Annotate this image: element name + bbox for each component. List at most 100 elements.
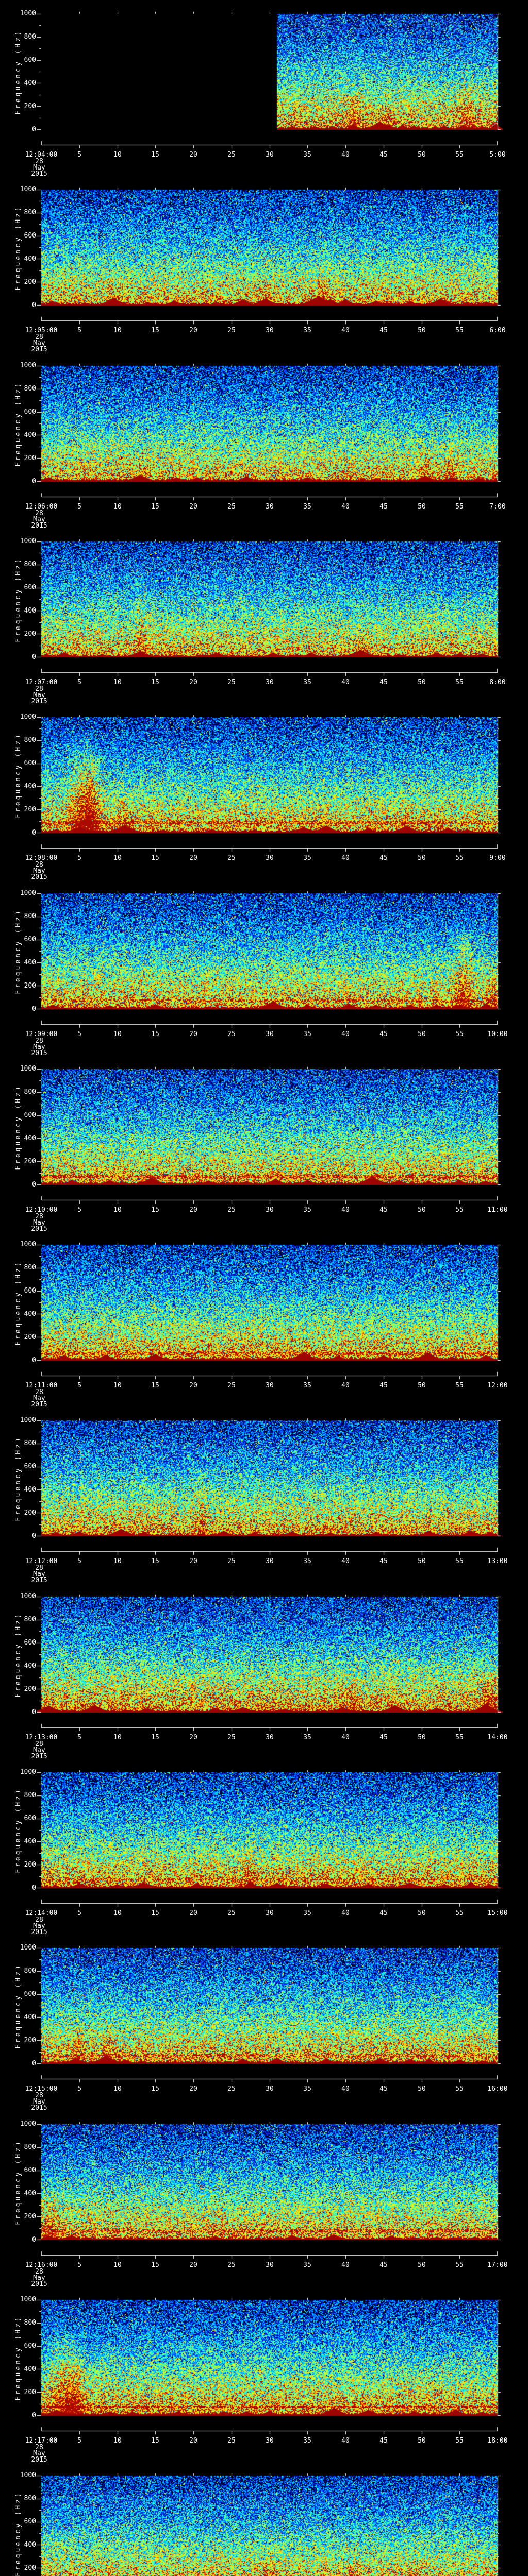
x-end-time-label: 14:00 bbox=[487, 1734, 508, 1741]
x-tick-label: 45 bbox=[380, 2085, 388, 2093]
y-tick-label: 800 bbox=[24, 33, 36, 41]
spectrogram-canvas-12:04:00 bbox=[37, 11, 503, 151]
y-tick-label: 400 bbox=[24, 1486, 36, 1494]
y-tick-label: 1000 bbox=[20, 185, 36, 193]
y-tick-label: 1000 bbox=[20, 1241, 36, 1248]
spectrogram-canvas-12:12:00 bbox=[37, 1417, 503, 1557]
x-tick-label: 30 bbox=[266, 1557, 274, 1565]
x-tick-label: 55 bbox=[455, 2437, 464, 2445]
date-line-may: May bbox=[33, 1043, 45, 1051]
date-line-2015: 2015 bbox=[31, 522, 47, 530]
spectrogram-canvas-12:16:00 bbox=[37, 2121, 503, 2261]
x-tick-label: 50 bbox=[418, 679, 426, 686]
x-tick-label: 35 bbox=[303, 503, 311, 511]
y-tick-label: 0 bbox=[32, 1357, 36, 1364]
x-tick-label: 5 bbox=[77, 1206, 81, 1214]
date-line-may: May bbox=[33, 1747, 45, 1754]
x-tick-label: 20 bbox=[189, 327, 197, 334]
y-tick-label: 800 bbox=[24, 736, 36, 744]
x-tick-label: 50 bbox=[418, 2085, 426, 2093]
x-tick-label: 50 bbox=[418, 2437, 426, 2445]
x-tick-label: 40 bbox=[341, 327, 350, 334]
x-tick-label: 20 bbox=[189, 679, 197, 686]
x-tick-label: 50 bbox=[418, 1734, 426, 1741]
x-tick-label: 40 bbox=[341, 2261, 350, 2269]
x-tick-label: 25 bbox=[227, 2261, 236, 2269]
x-tick-label: 15 bbox=[151, 1557, 159, 1565]
x-tick-label: 10 bbox=[113, 1734, 122, 1741]
date-line-28: 28 bbox=[35, 1740, 43, 1748]
date-line-may: May bbox=[33, 1395, 45, 1402]
date-line-may: May bbox=[33, 691, 45, 699]
x-tick-label: 15 bbox=[151, 679, 159, 686]
y-tick-label: 1000 bbox=[20, 2471, 36, 2479]
x-tick-label: 10 bbox=[113, 1030, 122, 1038]
date-line-2015: 2015 bbox=[31, 698, 47, 705]
x-tick-label: 25 bbox=[227, 1206, 236, 1214]
x-tick-label: 45 bbox=[380, 2261, 388, 2269]
x-tick-label: 45 bbox=[380, 1382, 388, 1389]
y-axis-title: Frequency (Hz) bbox=[14, 1260, 22, 1346]
y-tick-label: 1000 bbox=[20, 2120, 36, 2128]
x-tick-label: 25 bbox=[227, 679, 236, 686]
x-start-time-label: 12:10:00 bbox=[25, 1206, 58, 1214]
x-tick-label: 55 bbox=[455, 151, 464, 159]
y-tick-label: 1000 bbox=[20, 1416, 36, 1424]
y-tick-label: 200 bbox=[24, 2388, 36, 2396]
x-tick-label: 40 bbox=[341, 1030, 350, 1038]
x-tick-label: 25 bbox=[227, 1030, 236, 1038]
spectrogram-canvas-12:06:00 bbox=[37, 363, 503, 503]
x-tick-label: 20 bbox=[189, 2261, 197, 2269]
x-tick-label: 45 bbox=[380, 679, 388, 686]
y-tick-label: 0 bbox=[32, 2236, 36, 2244]
x-tick-label: 50 bbox=[418, 854, 426, 862]
x-tick-label: 5 bbox=[77, 1382, 81, 1389]
x-tick-label: 35 bbox=[303, 1734, 311, 1741]
date-line-28: 28 bbox=[35, 510, 43, 517]
x-tick-label: 5 bbox=[77, 1030, 81, 1038]
date-line-28: 28 bbox=[35, 2444, 43, 2451]
x-tick-label: 10 bbox=[113, 1557, 122, 1565]
date-line-may: May bbox=[33, 2450, 45, 2458]
x-tick-label: 30 bbox=[266, 503, 274, 511]
x-tick-label: 15 bbox=[151, 1382, 159, 1389]
x-tick-label: 30 bbox=[266, 1206, 274, 1214]
y-tick-label: 400 bbox=[24, 607, 36, 615]
x-start-time-label: 12:08:00 bbox=[25, 854, 58, 862]
x-tick-label: 25 bbox=[227, 1557, 236, 1565]
spectrogram-canvas-12:14:00 bbox=[37, 1769, 503, 1909]
x-tick-label: 25 bbox=[227, 1382, 236, 1389]
x-tick-label: 15 bbox=[151, 2085, 159, 2093]
x-start-time-label: 12:09:00 bbox=[25, 1030, 58, 1038]
x-tick-label: 20 bbox=[189, 503, 197, 511]
x-tick-label: 30 bbox=[266, 679, 274, 686]
y-tick-label: 600 bbox=[24, 2166, 36, 2174]
x-tick-label: 25 bbox=[227, 2085, 236, 2093]
spectrogram-canvas-12:07:00 bbox=[37, 538, 503, 679]
x-tick-label: 20 bbox=[189, 1030, 197, 1038]
x-tick-label: 40 bbox=[341, 503, 350, 511]
x-tick-label: 35 bbox=[303, 1206, 311, 1214]
y-tick-label: 1000 bbox=[20, 2296, 36, 2303]
date-line-2015: 2015 bbox=[31, 1049, 47, 1057]
y-axis-title: Frequency (Hz) bbox=[14, 2315, 22, 2401]
y-tick-label: 200 bbox=[24, 1861, 36, 1869]
y-tick-label: 200 bbox=[24, 1685, 36, 1693]
x-tick-label: 5 bbox=[77, 503, 81, 511]
x-tick-label: 35 bbox=[303, 2261, 311, 2269]
date-line-28: 28 bbox=[35, 158, 43, 165]
date-line-28: 28 bbox=[35, 861, 43, 869]
x-tick-label: 15 bbox=[151, 854, 159, 862]
x-start-time-label: 12:07:00 bbox=[25, 679, 58, 686]
x-tick-label: 10 bbox=[113, 2437, 122, 2445]
y-tick-label: 400 bbox=[24, 1838, 36, 1845]
date-line-2015: 2015 bbox=[31, 1577, 47, 1584]
x-tick-label: 35 bbox=[303, 151, 311, 159]
y-tick-label: 600 bbox=[24, 1639, 36, 1647]
spectrogram-canvas-12:09:00 bbox=[37, 890, 503, 1030]
y-tick-label: 0 bbox=[32, 1005, 36, 1013]
x-tick-label: 30 bbox=[266, 327, 274, 334]
y-tick-label: 1000 bbox=[20, 537, 36, 545]
x-tick-label: 45 bbox=[380, 151, 388, 159]
x-tick-label: 55 bbox=[455, 1206, 464, 1214]
